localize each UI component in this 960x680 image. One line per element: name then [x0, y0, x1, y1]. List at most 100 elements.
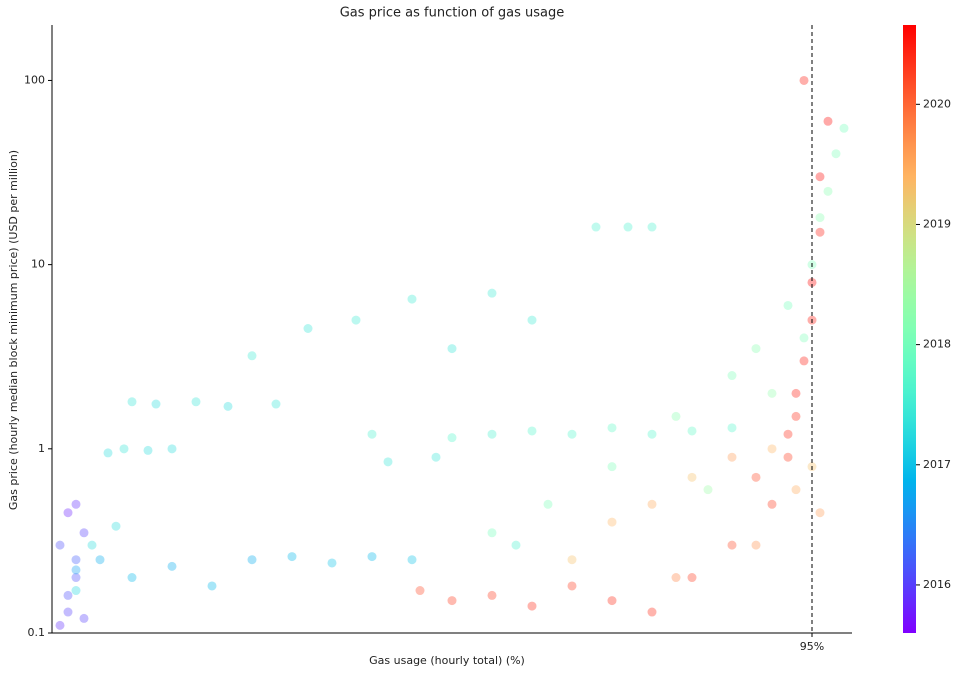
- point: [751, 540, 761, 550]
- point: [815, 172, 825, 182]
- colorbar-fill: [903, 25, 916, 633]
- colorbar-tick-label: 2020: [923, 97, 951, 110]
- point: [63, 508, 73, 518]
- point: [167, 444, 177, 454]
- chart-title: Gas price as function of gas usage: [340, 6, 565, 21]
- colorbar-tick-label: 2018: [923, 338, 951, 351]
- point: [207, 581, 217, 591]
- x-axis-label: Gas usage (hourly total) (%): [369, 654, 525, 667]
- point: [727, 423, 737, 433]
- point: [143, 445, 153, 455]
- point: [783, 300, 793, 310]
- point: [55, 620, 65, 630]
- point: [567, 581, 577, 591]
- point: [151, 399, 161, 409]
- point: [103, 448, 113, 458]
- point: [607, 423, 617, 433]
- point: [727, 540, 737, 550]
- point: [167, 561, 177, 571]
- point: [543, 499, 553, 509]
- point: [671, 573, 681, 583]
- point: [591, 222, 601, 232]
- point: [791, 388, 801, 398]
- point: [407, 294, 417, 304]
- point: [799, 356, 809, 366]
- point: [687, 472, 697, 482]
- point: [799, 75, 809, 85]
- point: [63, 607, 73, 617]
- point: [823, 116, 833, 126]
- point: [247, 555, 257, 565]
- y-tick-label: 10: [31, 258, 45, 271]
- point: [79, 528, 89, 538]
- point: [815, 227, 825, 237]
- point: [71, 499, 81, 509]
- point: [815, 508, 825, 518]
- point: [607, 596, 617, 606]
- point: [431, 452, 441, 462]
- colorbar-tick-label: 2017: [923, 458, 951, 471]
- point: [71, 586, 81, 596]
- point: [767, 444, 777, 454]
- colorbar-tick-label: 2019: [923, 217, 951, 230]
- point: [527, 315, 537, 325]
- point: [95, 555, 105, 565]
- point: [527, 426, 537, 436]
- point: [79, 613, 89, 623]
- point: [687, 573, 697, 583]
- x-tick-label: 95%: [800, 640, 824, 653]
- point: [383, 457, 393, 467]
- point: [647, 607, 657, 617]
- point: [55, 540, 65, 550]
- point: [567, 429, 577, 439]
- point: [511, 540, 521, 550]
- point: [487, 590, 497, 600]
- y-axis-label: Gas price (hourly median block minimum p…: [7, 150, 20, 510]
- point: [487, 528, 497, 538]
- point: [807, 277, 817, 287]
- points: [55, 75, 849, 630]
- colorbar-tick-label: 2016: [923, 578, 951, 591]
- point: [647, 429, 657, 439]
- point: [527, 601, 537, 611]
- point: [567, 555, 577, 565]
- point: [63, 590, 73, 600]
- point: [623, 222, 633, 232]
- point: [751, 472, 761, 482]
- point: [799, 333, 809, 343]
- point: [127, 573, 137, 583]
- point: [767, 499, 777, 509]
- point: [87, 540, 97, 550]
- point: [127, 397, 137, 407]
- point: [447, 596, 457, 606]
- y-tick-label: 0.1: [28, 626, 46, 639]
- point: [247, 351, 257, 361]
- point: [671, 411, 681, 421]
- point: [767, 388, 777, 398]
- point: [271, 399, 281, 409]
- point: [839, 123, 849, 133]
- point: [367, 429, 377, 439]
- point: [647, 222, 657, 232]
- point: [823, 186, 833, 196]
- point: [783, 452, 793, 462]
- point: [351, 315, 361, 325]
- point: [815, 213, 825, 223]
- point: [71, 573, 81, 583]
- point: [367, 552, 377, 562]
- point: [303, 324, 313, 334]
- point: [287, 552, 297, 562]
- point: [607, 517, 617, 527]
- point: [487, 429, 497, 439]
- point: [791, 411, 801, 421]
- point: [783, 429, 793, 439]
- point: [727, 452, 737, 462]
- point: [487, 288, 497, 298]
- point: [703, 485, 713, 495]
- point: [71, 565, 81, 575]
- point: [111, 521, 121, 531]
- y-tick-label: 100: [24, 73, 45, 86]
- point: [327, 558, 337, 568]
- point: [607, 462, 617, 472]
